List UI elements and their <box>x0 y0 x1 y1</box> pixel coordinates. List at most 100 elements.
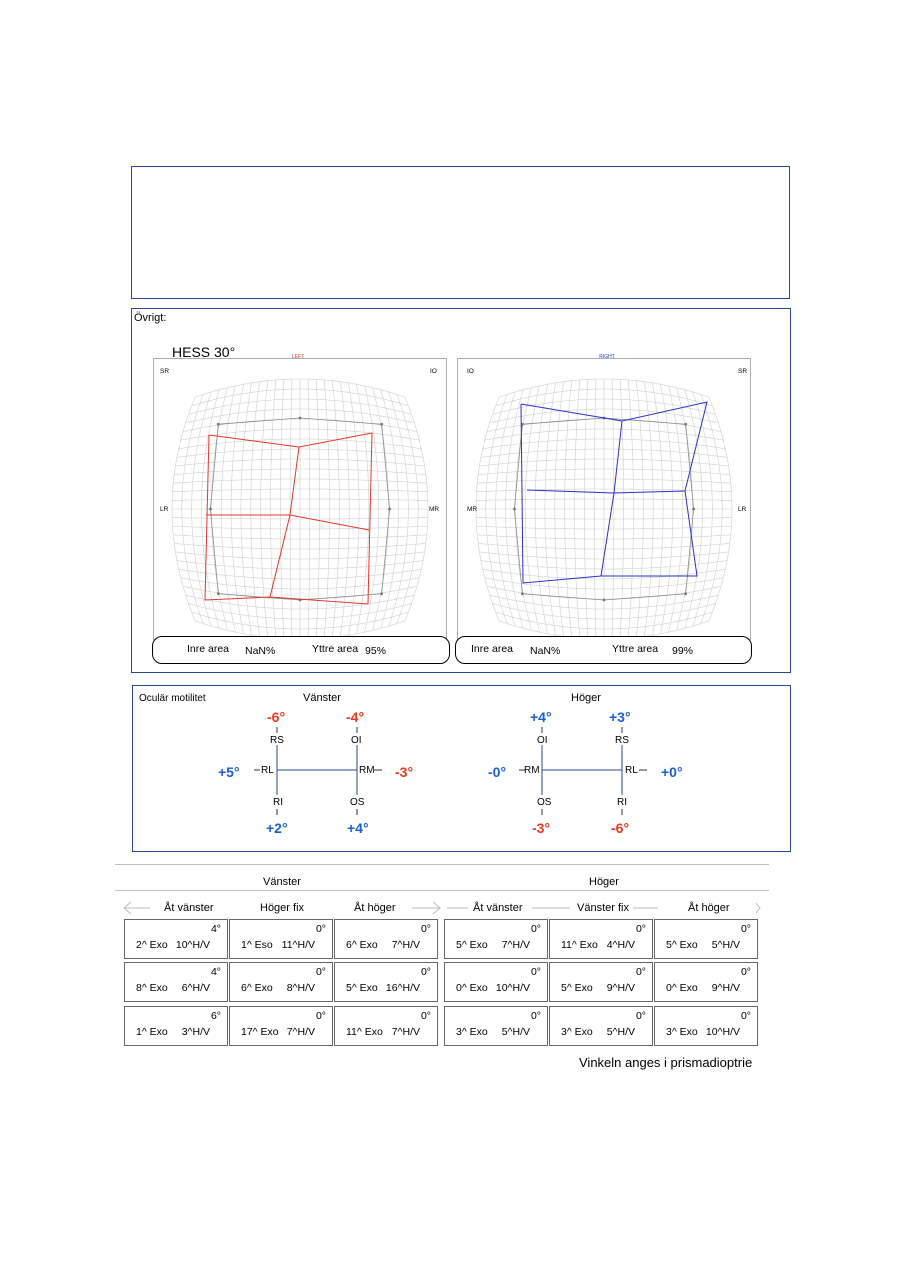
column-header-left-at-hoger: Åt höger <box>354 902 396 914</box>
left-rm-label: RM <box>359 765 375 776</box>
right-rm-degree: -0° <box>488 764 507 780</box>
left-ri-label: RI <box>273 797 283 808</box>
cell-degree: 0° <box>420 966 431 978</box>
cell-horizontal: 8^ Exo <box>136 982 168 994</box>
cell-vertical: 9^H/V <box>711 982 740 994</box>
cell-degree: 0° <box>740 1010 751 1022</box>
ovrigt-panel: Övrigt: HESS 30° <box>131 308 791 673</box>
right-rs-degree: +3° <box>609 709 631 725</box>
right-area-box: Inre area NaN% Yttre area 99% <box>455 636 752 664</box>
cover-test-cell: 0° 17^ Exo 7^H/V <box>229 1006 333 1046</box>
right-rm-label: RM <box>524 765 540 776</box>
cell-degree: 0° <box>530 966 541 978</box>
cell-vertical: 10^H/V <box>175 939 210 951</box>
cover-test-cell: 6° 1^ Exo 3^H/V <box>124 1006 228 1046</box>
cell-horizontal: 6^ Exo <box>346 939 378 951</box>
hess-left-corner-mr: MR <box>429 506 439 513</box>
cover-test-cell: 0° 3^ Exo 5^H/V <box>549 1006 653 1046</box>
left-outer-area-value: 95% <box>365 645 387 657</box>
cell-vertical: 5^H/V <box>711 939 740 951</box>
right-rs-label: RS <box>615 735 629 746</box>
cell-degree: 0° <box>635 1010 646 1022</box>
cell-vertical: 3^H/V <box>181 1026 210 1038</box>
cover-test-cell: 0° 3^ Exo 5^H/V <box>444 1006 548 1046</box>
cell-degree: 0° <box>740 966 751 978</box>
cover-test-cell: 4° 2^ Exo 10^H/V <box>124 919 228 959</box>
cover-test-cell: 0° 1^ Eso 11^H/V <box>229 919 333 959</box>
right-os-label: OS <box>537 797 552 808</box>
cell-horizontal: 2^ Exo <box>136 939 168 951</box>
left-os-degree: +4° <box>347 820 369 836</box>
cell-vertical: 7^H/V <box>286 1026 315 1038</box>
hess-title: HESS 30° <box>172 344 236 360</box>
cell-degree: 0° <box>420 923 431 935</box>
cell-horizontal: 3^ Exo <box>456 1026 488 1038</box>
right-oi-label: OI <box>537 735 548 746</box>
arrow-right-icon <box>412 901 441 915</box>
cell-horizontal: 1^ Exo <box>136 1026 168 1038</box>
column-header-left-hoger-fix: Höger fix <box>260 902 305 914</box>
cell-degree: 0° <box>315 966 326 978</box>
cell-degree: 0° <box>740 923 751 935</box>
hess-left-corner-ml: LR <box>160 506 169 513</box>
arrow-left-icon <box>123 901 150 915</box>
column-header-right-at-hoger: Åt höger <box>688 902 730 914</box>
cell-degree: 0° <box>530 923 541 935</box>
chevron-right-icon <box>755 902 761 914</box>
cell-vertical: 4^H/V <box>606 939 635 951</box>
cell-degree: 0° <box>635 966 646 978</box>
motility-right-title: Höger <box>571 692 601 704</box>
hess-right-header: RIGHT <box>599 354 615 360</box>
cover-test-cell: 0° 5^ Exo 9^H/V <box>549 962 653 1002</box>
hess-right-corner-mr: LR <box>738 506 747 513</box>
cell-horizontal: 1^ Eso <box>241 939 273 951</box>
cover-test-cell: 0° 6^ Exo 8^H/V <box>229 962 333 1002</box>
cover-test-cell: 0° 3^ Exo 10^H/V <box>654 1006 758 1046</box>
cell-vertical: 7^H/V <box>391 939 420 951</box>
hess-chart-left: LEFT SR IO LR MR <box>153 354 447 640</box>
cell-horizontal: 3^ Exo <box>666 1026 698 1038</box>
cell-vertical: 10^H/V <box>705 1026 740 1038</box>
cover-test-cell: 0° 5^ Exo 16^H/V <box>334 962 438 1002</box>
right-rl-degree: +0° <box>661 764 683 780</box>
motility-left-title: Vänster <box>303 692 341 704</box>
right-oi-degree: +4° <box>530 709 552 725</box>
cell-degree: 0° <box>420 1010 431 1022</box>
cell-vertical: 8^H/V <box>286 982 315 994</box>
cell-horizontal: 11^ Exo <box>561 939 598 951</box>
right-inner-area-value: NaN% <box>530 645 561 657</box>
cell-horizontal: 5^ Exo <box>456 939 488 951</box>
cell-vertical: 6^H/V <box>181 982 210 994</box>
left-rs-label: RS <box>270 735 284 746</box>
left-rm-degree: -3° <box>395 764 414 780</box>
hess-right-outer-field <box>520 401 708 584</box>
left-inner-area-value: NaN% <box>245 645 276 657</box>
cover-test-top-divider <box>115 864 769 865</box>
cell-horizontal: 0^ Exo <box>456 982 488 994</box>
left-oi-degree: -4° <box>346 709 365 725</box>
hess-left-corner-tl: SR <box>160 368 169 375</box>
cell-horizontal: 3^ Exo <box>561 1026 593 1038</box>
cell-vertical: 7^H/V <box>501 939 530 951</box>
cover-test-cell: 0° 0^ Exo 10^H/V <box>444 962 548 1002</box>
motility-title: Oculär motilitet <box>139 693 206 704</box>
motility-panel: Oculär motilitet Vänster Höger <box>132 685 791 852</box>
cell-degree: 6° <box>210 1010 221 1022</box>
column-header-right-vanster-fix: Vänster fix <box>577 902 629 914</box>
cell-vertical: 5^H/V <box>501 1026 530 1038</box>
cell-horizontal: 11^ Exo <box>346 1026 383 1038</box>
cell-vertical: 16^H/V <box>385 982 420 994</box>
cell-vertical: 11^H/V <box>281 939 315 951</box>
left-rs-degree: -6° <box>267 709 286 725</box>
cell-vertical: 7^H/V <box>391 1026 420 1038</box>
right-rl-label: RL <box>625 765 638 776</box>
left-outer-area-label: Yttre area <box>312 643 359 655</box>
cell-degree: 0° <box>315 923 326 935</box>
cover-test-right-group: Höger <box>589 876 619 888</box>
cover-test-cell: 0° 0^ Exo 9^H/V <box>654 962 758 1002</box>
cover-test-cell: 0° 5^ Exo 7^H/V <box>444 919 548 959</box>
cell-horizontal: 5^ Exo <box>666 939 698 951</box>
left-rl-degree: +5° <box>218 764 240 780</box>
cover-test-cell: 0° 6^ Exo 7^H/V <box>334 919 438 959</box>
